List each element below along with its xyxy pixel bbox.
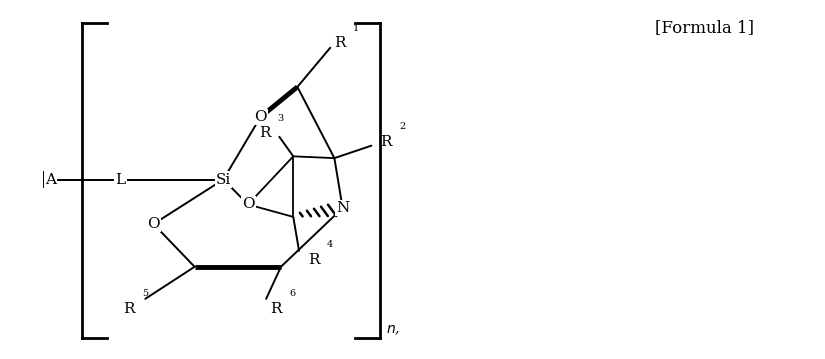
Text: R: R — [380, 135, 392, 149]
Text: O: O — [254, 110, 266, 124]
Text: R: R — [334, 36, 346, 50]
Text: Si: Si — [216, 173, 231, 186]
Text: R: R — [123, 302, 134, 316]
Text: O: O — [242, 197, 254, 211]
Text: [Formula 1]: [Formula 1] — [655, 19, 754, 36]
Text: R: R — [259, 126, 271, 140]
Text: 5: 5 — [142, 289, 148, 298]
Text: 4: 4 — [327, 240, 333, 249]
Text: 3: 3 — [278, 113, 284, 122]
Text: A: A — [45, 173, 56, 186]
Text: $n$,: $n$, — [386, 323, 400, 337]
Text: N: N — [336, 201, 349, 215]
Text: O: O — [147, 217, 160, 231]
Text: 6: 6 — [290, 289, 295, 298]
Text: L: L — [116, 173, 125, 186]
Text: 2: 2 — [399, 122, 406, 131]
Text: R: R — [308, 253, 319, 267]
Text: 1: 1 — [353, 24, 360, 33]
Text: R: R — [271, 302, 282, 316]
